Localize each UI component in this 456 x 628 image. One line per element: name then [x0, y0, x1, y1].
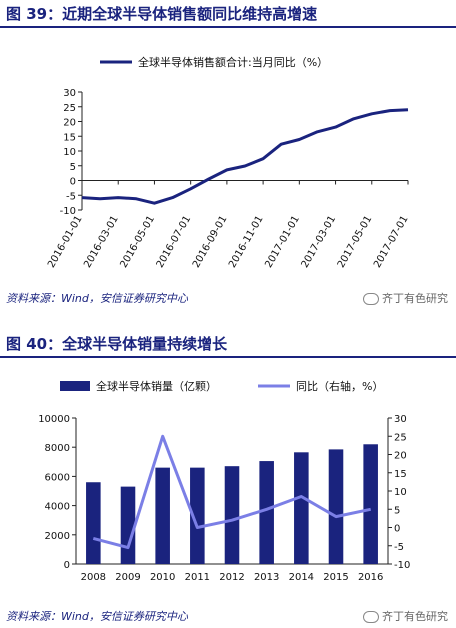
- x-tick-label: 2008: [81, 572, 106, 583]
- y-right-tick-label: 5: [394, 505, 400, 516]
- x-tick-label: 2010: [150, 572, 175, 583]
- figure-39-header: 图 39：近期全球半导体销售额同比维持高增速: [0, 0, 456, 28]
- bar: [328, 449, 344, 564]
- line-chart-semiconductor-sales-yoy: 全球半导体销售额合计:当月同比（%） -10 -5 0 5 10 15 20 25 30 2016-…: [46, 55, 411, 270]
- y-right-tick-label: -5: [394, 542, 404, 553]
- y-tick-label: 10: [63, 147, 76, 158]
- bar: [294, 452, 309, 564]
- y-right-tick-label: 25: [394, 432, 407, 443]
- x-tick-label: 2016-11-01: [227, 214, 266, 270]
- wechat-icon: [363, 293, 379, 305]
- figure-40-header: 图 40：全球半导体销量持续增长: [0, 330, 456, 358]
- bar: [224, 466, 240, 564]
- y-tick-label: 30: [63, 88, 76, 99]
- figure-39-source: 资料来源：Wind，安信证券研究中心: [6, 292, 188, 305]
- bar: [363, 444, 378, 564]
- x-tick-label: 2016-03-01: [82, 214, 121, 270]
- legend-label-line: 同比（右轴，%）: [296, 379, 383, 393]
- y-left-tick-label: 0: [64, 560, 70, 571]
- bar: [259, 461, 274, 564]
- x-tick-label: 2016-09-01: [191, 214, 230, 270]
- legend-label: 全球半导体销售额合计:当月同比（%）: [138, 55, 328, 69]
- figure-40-title: 图 40：全球半导体销量持续增长: [6, 335, 228, 353]
- y-right-tick-label: 0: [394, 524, 400, 535]
- series-line: [81, 108, 409, 205]
- x-tick-label: 2017-03-01: [300, 214, 339, 270]
- x-tick-label: 2009: [115, 572, 140, 583]
- legend-label-bars: 全球半导体销量（亿颗）: [96, 379, 217, 393]
- y-tick-label: -5: [66, 191, 76, 202]
- y-right-tick-label: 30: [394, 414, 407, 425]
- y-right-tick-label: 15: [394, 469, 407, 480]
- y-left-tick-label: 2000: [45, 531, 70, 542]
- x-tick-label: 2015: [323, 572, 348, 583]
- y-tick-label: 15: [63, 132, 76, 143]
- bar: [86, 482, 101, 564]
- x-tick-label: 2017-07-01: [372, 214, 411, 270]
- x-tick-label: 2013: [254, 572, 279, 583]
- figure-39-title: 图 39：近期全球半导体销售额同比维持高增速: [6, 5, 318, 23]
- bar: [155, 467, 170, 564]
- y-tick-label: -10: [60, 206, 76, 217]
- y-right-tick-label: -10: [394, 560, 410, 571]
- y-tick-label: 5: [70, 162, 76, 173]
- x-tick-label: 2016-01-01: [46, 214, 85, 270]
- y-right-tick-label: 20: [394, 451, 407, 462]
- x-tick-label: 2016-05-01: [118, 214, 157, 270]
- bar-line-chart-semiconductor-volume: 全球半导体销量（亿颗） 同比（右轴，%） 0 2000 4000 6000 8000 1000…: [38, 379, 410, 583]
- y-left-tick-label: 8000: [45, 443, 70, 454]
- watermark-text: 齐丁有色研究: [382, 292, 448, 305]
- x-tick-label: 2011: [185, 572, 210, 583]
- x-tick-label: 2016-07-01: [155, 214, 194, 270]
- y-tick-label: 0: [70, 177, 76, 188]
- x-tick-label: 2016: [358, 572, 383, 583]
- figure-39-watermark: 齐丁有色研究: [363, 290, 448, 306]
- y-tick-label: 20: [63, 118, 76, 129]
- yoy-line: [92, 434, 372, 550]
- bar: [190, 467, 205, 564]
- legend-swatch-bars: [60, 381, 90, 391]
- y-left-tick-label: 6000: [45, 472, 70, 483]
- x-tick-label: 2017-01-01: [263, 214, 302, 270]
- y-left-tick-label: 4000: [45, 502, 70, 513]
- y-left-tick-label: 10000: [38, 414, 70, 425]
- wechat-icon: [363, 611, 379, 623]
- figure-40-watermark: 齐丁有色研究: [363, 608, 448, 624]
- y-right-tick-label: 10: [394, 487, 407, 498]
- watermark-text: 齐丁有色研究: [382, 610, 448, 623]
- bar: [120, 486, 136, 564]
- x-tick-label: 2017-05-01: [336, 214, 375, 270]
- x-tick-label: 2012: [219, 572, 244, 583]
- y-tick-label: 25: [63, 103, 76, 114]
- figure-40-source: 资料来源：Wind，安信证券研究中心: [6, 610, 188, 623]
- x-tick-label: 2014: [289, 572, 314, 583]
